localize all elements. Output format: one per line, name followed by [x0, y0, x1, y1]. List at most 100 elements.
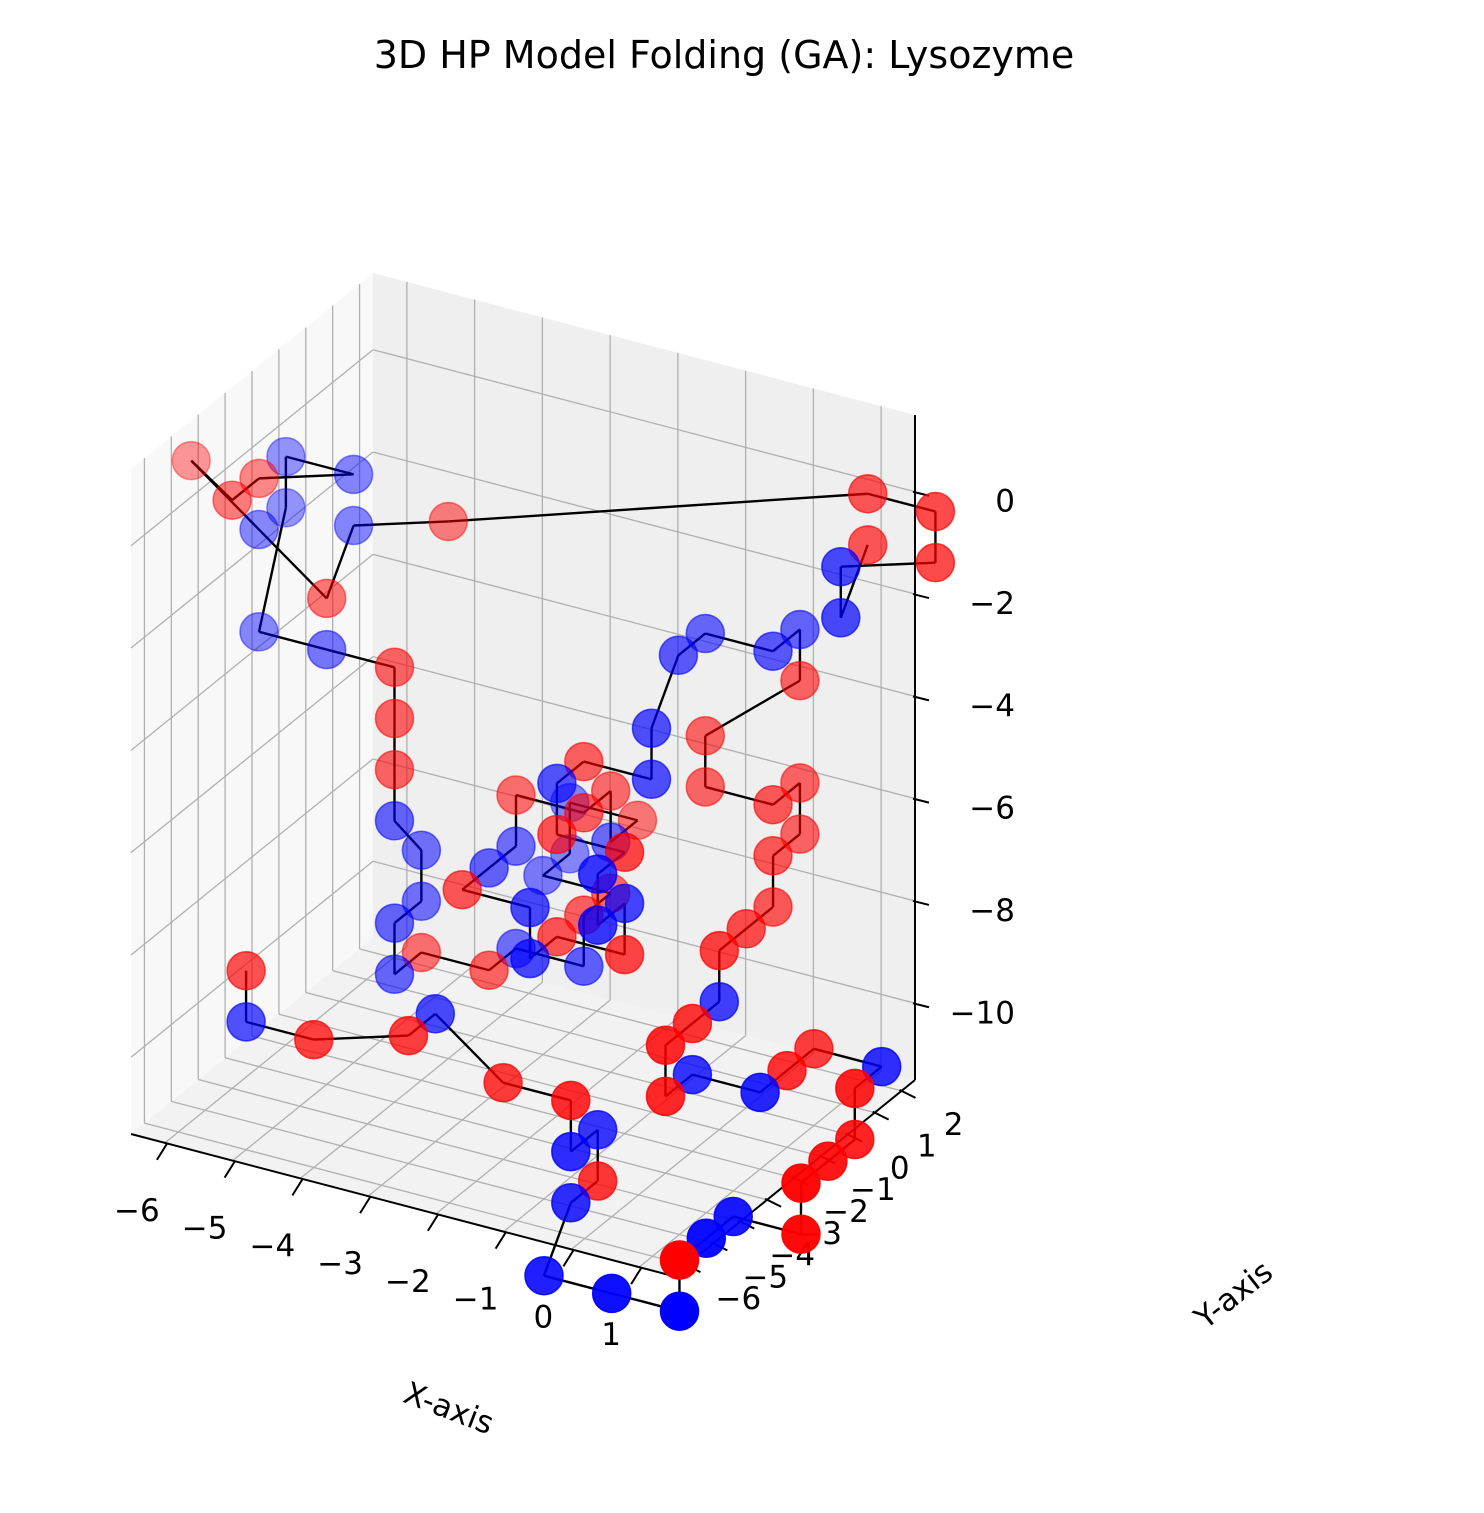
- x-tick-label: −2: [385, 1264, 431, 1300]
- x-tick-mark: [630, 1267, 642, 1285]
- residue-point-h: [672, 1003, 713, 1044]
- residue-point-p: [537, 763, 577, 804]
- grid-line-y-floor: [224, 1057, 768, 1201]
- x-tick-mark: [223, 1161, 236, 1179]
- residue-point-p: [469, 848, 509, 888]
- residue-point-h: [212, 480, 252, 520]
- residue-point-h: [685, 767, 726, 807]
- residue-point-p: [266, 436, 306, 477]
- residue-point-h: [374, 698, 415, 739]
- residue-point-p: [564, 946, 604, 986]
- z-tick-label: −10: [950, 995, 1015, 1031]
- residue-point-h: [726, 909, 766, 949]
- residue-point-p: [740, 1072, 780, 1113]
- residue-point-p: [510, 938, 550, 979]
- residue-point-p: [374, 954, 415, 995]
- residue-point-h: [780, 660, 820, 701]
- residue-point-p: [821, 546, 861, 587]
- x-tick-label: −1: [453, 1282, 499, 1318]
- residue-point-p: [577, 854, 618, 894]
- residue-point-h: [685, 716, 726, 756]
- residue-point-h: [699, 930, 740, 971]
- chain-bond: [258, 473, 354, 480]
- grid-line-z-wall: [130, 656, 374, 854]
- residue-point-h: [835, 1068, 875, 1109]
- residue-point-h: [767, 1050, 807, 1091]
- residue-point-h: [915, 542, 956, 583]
- residue-point-h: [577, 1161, 618, 1201]
- residue-point-h: [753, 784, 793, 825]
- y-tick-label: 1: [917, 1129, 937, 1165]
- x-tick-label: 0: [534, 1299, 554, 1335]
- grid-line-z-back: [372, 349, 916, 493]
- residue-point-p: [374, 903, 415, 943]
- residue-point-h: [294, 1019, 334, 1060]
- residue-point-h: [794, 1029, 834, 1069]
- residue-point-h: [537, 814, 577, 855]
- z-tick-mark: [912, 1002, 930, 1009]
- tick-labels: −6−5−4−3−2−101−6−5−4−3−2−1012−10−8−6−4−2…: [114, 484, 1015, 1353]
- residue-point-p: [631, 759, 672, 800]
- y-tick-label: −2: [823, 1194, 869, 1230]
- residue-point-h: [915, 491, 956, 532]
- residue-point-p: [604, 883, 645, 924]
- residue-point-h: [645, 1076, 686, 1117]
- residue-point-p: [861, 1046, 902, 1087]
- residue-point-h: [753, 836, 793, 876]
- z-tick-label: 0: [995, 484, 1015, 520]
- residue-point-h: [374, 749, 415, 790]
- residue-point-p: [686, 1218, 727, 1259]
- y-tick-label: −5: [742, 1259, 788, 1295]
- residue-point-h: [659, 1240, 700, 1280]
- residue-point-p: [374, 801, 415, 841]
- residue-points: [171, 436, 956, 1331]
- residue-point-p: [510, 887, 550, 928]
- y-tick-mark: [872, 1110, 890, 1121]
- chain-bond: [285, 455, 354, 476]
- residue-point-h: [401, 932, 442, 973]
- residue-point-h: [537, 917, 577, 957]
- residue-point-h: [645, 1025, 686, 1066]
- residue-point-h: [847, 525, 888, 565]
- residue-point-p: [577, 905, 618, 945]
- residue-point-h: [551, 1080, 591, 1121]
- residue-point-h: [171, 440, 211, 481]
- y-tick-label: 2: [944, 1107, 964, 1143]
- residue-point-h: [564, 741, 604, 782]
- residue-point-h: [781, 1214, 821, 1254]
- x-tick-label: 1: [601, 1317, 621, 1353]
- residue-point-p: [591, 1273, 632, 1314]
- residue-point-p: [551, 1183, 591, 1223]
- x-tick-mark: [427, 1214, 439, 1232]
- residue-point-p: [713, 1196, 753, 1237]
- residue-point-p: [658, 635, 699, 676]
- z-tick-label: −4: [969, 688, 1015, 724]
- residue-point-p: [659, 1291, 700, 1331]
- residue-point-p: [239, 612, 279, 652]
- residue-point-p: [524, 1255, 564, 1296]
- z-tick-mark: [912, 899, 930, 906]
- x-tick-mark: [291, 1178, 304, 1196]
- residue-point-h: [835, 1119, 875, 1160]
- residue-point-p: [551, 1131, 591, 1172]
- residue-point-p: [631, 708, 672, 748]
- y-tick-mark: [899, 1088, 917, 1099]
- residue-point-h: [469, 950, 509, 990]
- chart-title: 3D HP Model Folding (GA): Lysozyme: [374, 33, 1075, 77]
- residue-point-p: [672, 1054, 713, 1095]
- residue-point-p: [496, 826, 536, 866]
- residue-point-h: [306, 578, 347, 619]
- z-tick-mark: [912, 695, 930, 702]
- residue-point-h: [590, 771, 631, 811]
- grid-line-y-floor: [198, 1078, 741, 1223]
- residue-point-p: [699, 981, 740, 1022]
- x-tick-mark: [494, 1232, 507, 1250]
- residue-point-h: [496, 775, 536, 815]
- residue-point-h: [847, 473, 888, 514]
- residue-point-p: [266, 488, 306, 528]
- x-tick-mark: [359, 1196, 371, 1214]
- grid-line-y-floor: [251, 1035, 795, 1179]
- grid-line-z-wall: [130, 349, 374, 547]
- x-tick-label: −5: [182, 1211, 228, 1247]
